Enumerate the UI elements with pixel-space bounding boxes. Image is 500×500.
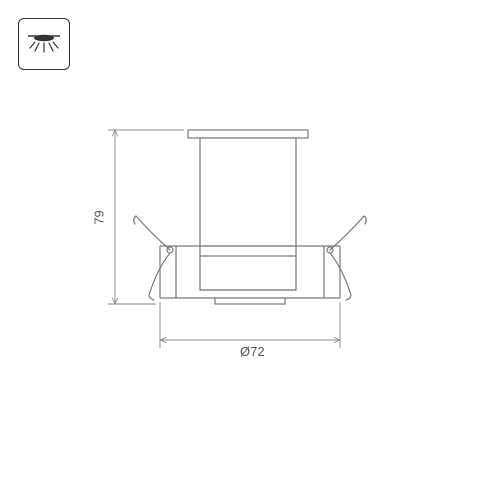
- downlight-icon-box: [18, 18, 70, 70]
- dim-diameter-label: Ø72: [240, 344, 265, 359]
- downlight-icon: [22, 22, 66, 66]
- dim-height-label: 79: [92, 210, 107, 224]
- diagram-canvas: 79 Ø72: [0, 0, 500, 500]
- technical-drawing: [0, 0, 500, 500]
